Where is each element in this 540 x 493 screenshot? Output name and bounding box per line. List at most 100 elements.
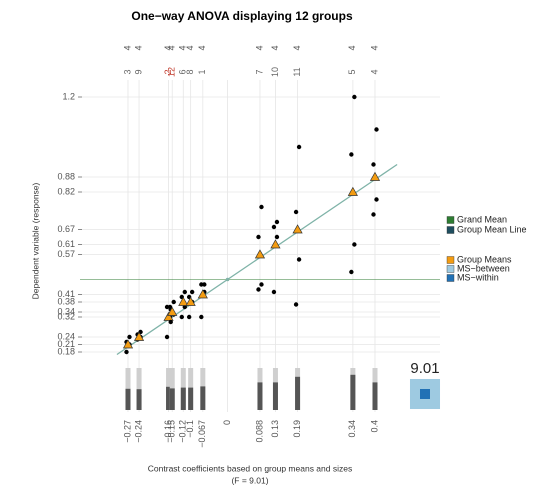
data-point <box>256 287 261 292</box>
legend-swatch <box>446 274 455 282</box>
x-tick-label: −0.067 <box>197 420 207 448</box>
group-mean-marker <box>270 239 281 249</box>
data-point <box>168 319 173 325</box>
group-name-label: 2 <box>163 69 173 74</box>
group-rug-inner <box>200 386 206 410</box>
data-point <box>274 234 280 240</box>
x-tick-label: 0.088 <box>254 420 264 443</box>
y-tick-label: 0.32 <box>57 311 75 321</box>
data-point <box>127 334 132 340</box>
group-size-label: 4 <box>254 45 264 50</box>
group-rug <box>136 368 142 410</box>
data-point <box>296 257 302 262</box>
data-point <box>259 204 264 210</box>
legend-label: Grand Mean <box>457 214 507 224</box>
group-name-label: 7 <box>254 69 264 74</box>
data-point <box>293 302 299 307</box>
group-rug-inner <box>169 388 175 410</box>
group-name-label: 12 <box>167 67 177 77</box>
data-point <box>352 94 357 100</box>
group-name-label: 11 <box>292 67 302 76</box>
f-value-label: 9.01 <box>410 360 439 377</box>
x-axis-note: (F = 9.01) <box>231 475 268 485</box>
x-tick-label: 0.34 <box>347 420 357 438</box>
y-tick-label: 0.57 <box>57 249 75 259</box>
data-point <box>371 162 376 167</box>
legend-swatch <box>446 216 455 224</box>
x-tick-label: −0.24 <box>133 420 143 443</box>
group-name-label: 6 <box>178 69 188 74</box>
group-name-label: 5 <box>347 69 357 74</box>
group-mean-marker <box>185 296 196 306</box>
legend-swatch <box>446 256 455 264</box>
group-size-label: 4 <box>185 45 195 50</box>
data-point <box>171 299 176 305</box>
data-point <box>186 314 192 320</box>
group-size-label: 4 <box>197 45 207 50</box>
group-rug-inner <box>136 389 142 410</box>
x-tick-label: 0 <box>222 420 232 425</box>
data-point <box>352 242 357 247</box>
y-tick-label: 0.34 <box>57 306 75 316</box>
group-name-label: 3 <box>122 69 132 74</box>
x-tick-label: −0.15 <box>167 420 177 443</box>
data-point <box>374 197 379 202</box>
y-tick-label: 0.38 <box>57 296 75 306</box>
x-tick-label: −0.27 <box>122 420 132 443</box>
data-point <box>179 314 184 320</box>
group-mean-marker <box>167 306 178 316</box>
data-point <box>274 219 280 225</box>
y-tick-label: 0.18 <box>57 346 75 356</box>
legend-label: Group Means <box>457 254 512 264</box>
legend-label: MS−between <box>457 263 510 273</box>
group-mean-marker <box>197 289 208 299</box>
y-tick-label: 0.41 <box>57 289 75 299</box>
group-rug-inner <box>350 374 356 410</box>
data-point <box>296 144 302 150</box>
y-tick-label: 1.2 <box>62 91 75 101</box>
legend-swatch <box>446 265 455 273</box>
x-tick-label: −0.12 <box>178 420 188 443</box>
group-size-label: 4 <box>133 45 143 50</box>
x-tick-label: 0.4 <box>369 420 379 433</box>
x-axis-label: Contrast coefficients based on group mea… <box>148 463 352 473</box>
group-rug-inner <box>180 387 186 410</box>
data-point <box>256 234 261 240</box>
group-size-label: 4 <box>178 45 188 50</box>
grand-mean-point <box>225 277 230 282</box>
group-size-label: 4 <box>163 45 173 50</box>
group-mean-marker <box>178 296 189 306</box>
group-rug-inner <box>125 388 131 410</box>
data-point <box>371 212 376 217</box>
data-point <box>164 334 170 340</box>
group-name-label: 9 <box>133 69 143 74</box>
y-tick-label: 0.61 <box>57 239 75 249</box>
group-size-label: 4 <box>122 45 132 50</box>
y-tick-label: 0.82 <box>57 186 75 196</box>
group-mean-marker <box>133 331 145 341</box>
data-point <box>259 282 264 287</box>
group-name-label: 4 <box>369 69 379 74</box>
data-point <box>189 289 195 295</box>
data-point <box>271 289 277 295</box>
group-size-label: 4 <box>369 45 379 50</box>
legend-label: Group Mean Line <box>457 224 527 234</box>
group-mean-marker <box>369 171 381 181</box>
group-size-label: 4 <box>270 45 280 50</box>
legend-swatch <box>446 226 455 234</box>
group-mean-marker <box>292 224 303 234</box>
group-rug-inner <box>272 382 278 410</box>
y-tick-label: 0.67 <box>57 224 75 234</box>
group-mean-line <box>116 163 398 356</box>
group-rug-inner <box>372 382 378 410</box>
group-rug-inner <box>166 386 172 410</box>
ms-within-square <box>420 389 430 399</box>
data-point <box>271 224 277 230</box>
group-name-label: 1 <box>197 69 207 74</box>
data-point <box>293 209 299 215</box>
group-size-label: 4 <box>292 45 302 50</box>
legend-label: MS−within <box>457 272 499 282</box>
data-point <box>202 282 207 287</box>
y-tick-label: 0.21 <box>57 339 75 349</box>
data-point <box>374 127 379 132</box>
